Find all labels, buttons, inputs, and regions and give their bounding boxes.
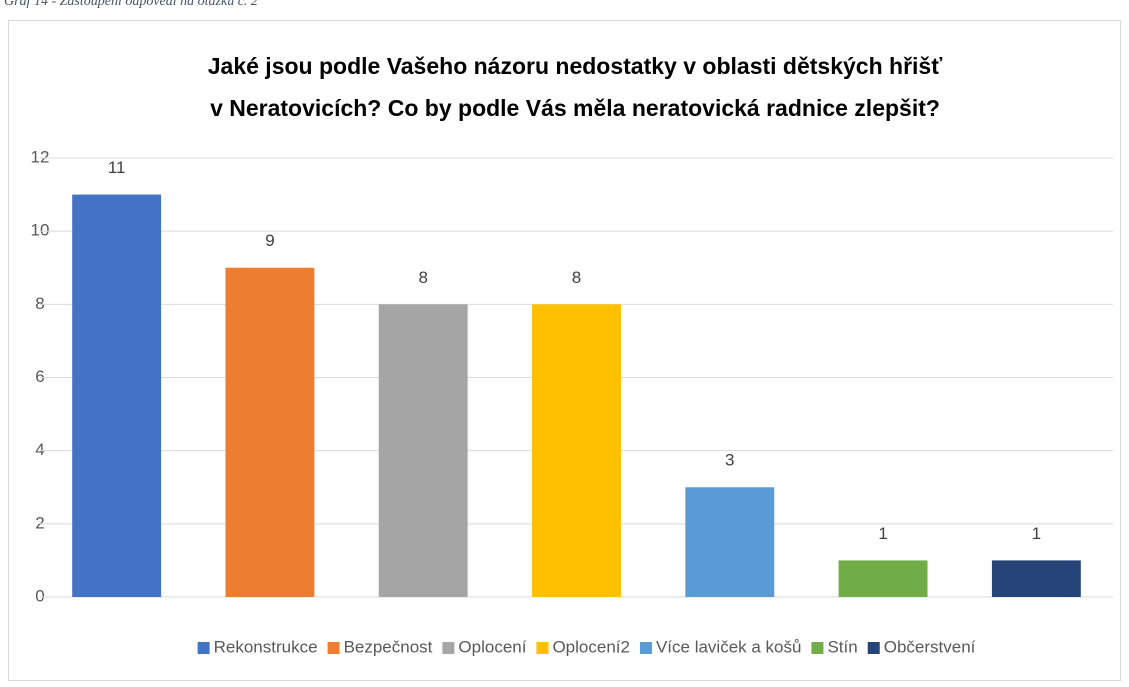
y-tick-label: 10 bbox=[31, 221, 50, 240]
y-tick-label: 4 bbox=[35, 440, 44, 459]
legend-swatch bbox=[536, 642, 549, 654]
legend-label: Více laviček a košů bbox=[656, 637, 802, 656]
bar bbox=[378, 304, 468, 597]
chart-title: Jaké jsou podle Vašeho názoru nedostatky… bbox=[208, 53, 943, 79]
data-label: 1 bbox=[1032, 524, 1041, 543]
bar bbox=[685, 487, 775, 597]
legend-swatch bbox=[811, 642, 824, 654]
legend-label: Stín bbox=[827, 637, 857, 656]
bar bbox=[72, 194, 162, 598]
bar bbox=[991, 560, 1081, 597]
bar bbox=[225, 267, 315, 597]
data-label: 1 bbox=[878, 524, 887, 543]
legend-label: Oplocení2 bbox=[552, 637, 630, 656]
legend-label: Občerstvení bbox=[884, 637, 976, 656]
bar bbox=[838, 560, 928, 597]
data-label: 11 bbox=[108, 158, 126, 177]
y-tick-label: 2 bbox=[35, 513, 44, 532]
data-label: 9 bbox=[265, 231, 274, 250]
legend-label: Bezpečnost bbox=[344, 637, 433, 656]
y-tick-label: 8 bbox=[35, 294, 44, 313]
data-label: 8 bbox=[418, 268, 427, 287]
y-tick-label: 12 bbox=[31, 147, 50, 166]
legend-swatch bbox=[639, 642, 652, 654]
caption: Graf 14 - Zastoupení odpovědí na otázku … bbox=[4, 0, 258, 9]
y-tick-label: 6 bbox=[35, 367, 44, 386]
data-label: 8 bbox=[572, 268, 581, 287]
legend-swatch bbox=[442, 642, 455, 654]
legend-label: Oplocení bbox=[458, 637, 526, 656]
legend-label: Rekonstrukce bbox=[214, 637, 318, 656]
legend-swatch bbox=[197, 642, 210, 654]
chart-title: v Neratovicích? Co by podle Vás měla ner… bbox=[210, 95, 940, 121]
bar bbox=[532, 304, 621, 597]
legend-swatch bbox=[327, 642, 340, 654]
legend-swatch bbox=[867, 642, 880, 654]
data-label: 3 bbox=[725, 451, 734, 470]
y-tick-label: 0 bbox=[35, 586, 44, 605]
